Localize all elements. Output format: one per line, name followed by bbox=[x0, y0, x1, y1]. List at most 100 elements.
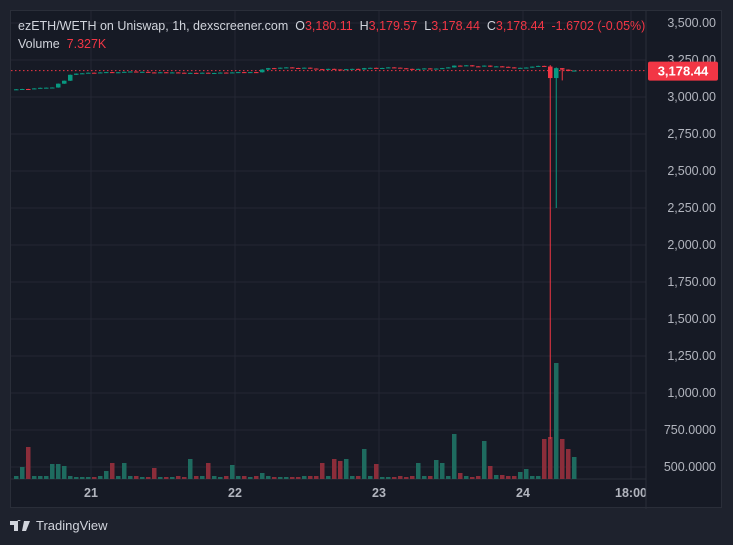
y-tick-label: 2,000.00 bbox=[667, 238, 716, 252]
volume-bar bbox=[314, 476, 319, 479]
candle-body bbox=[332, 68, 337, 70]
candle-body bbox=[422, 68, 427, 70]
volume-bar bbox=[494, 475, 499, 479]
x-tick-label: 22 bbox=[228, 486, 242, 500]
candle-body bbox=[380, 67, 385, 69]
candle-body bbox=[458, 65, 463, 67]
candle-body bbox=[236, 72, 241, 74]
volume-bar bbox=[230, 465, 235, 479]
volume-bar bbox=[338, 461, 343, 479]
volume-bar bbox=[566, 449, 571, 479]
x-tick-label: 21 bbox=[84, 486, 98, 500]
candle-body bbox=[566, 69, 571, 71]
candle-body bbox=[176, 72, 181, 74]
volume-bar bbox=[554, 363, 559, 479]
candle-body bbox=[128, 71, 133, 73]
volume-bar bbox=[176, 476, 181, 479]
volume-bar bbox=[368, 476, 373, 479]
candle-body bbox=[446, 67, 451, 69]
volume-bar bbox=[290, 477, 295, 479]
candle-body bbox=[494, 66, 499, 68]
volume-bar bbox=[476, 476, 481, 479]
volume-bar bbox=[56, 464, 61, 479]
candle-body bbox=[284, 67, 289, 69]
volume-bar bbox=[170, 477, 175, 479]
symbol-title: ezETH/WETH on Uniswap, 1h, dexscreener.c… bbox=[18, 19, 289, 33]
close-value: 3,178.44 bbox=[495, 19, 545, 33]
volume-bar bbox=[194, 476, 199, 479]
candle-body bbox=[434, 68, 439, 70]
candle-body bbox=[254, 72, 259, 74]
candle-body bbox=[32, 88, 37, 90]
volume-bar bbox=[116, 476, 121, 479]
volume-bar bbox=[134, 476, 139, 479]
volume-bar bbox=[380, 477, 385, 479]
tradingview-logo-icon bbox=[10, 519, 30, 531]
candle-body bbox=[140, 71, 145, 73]
volume-bar bbox=[536, 476, 541, 479]
y-tick-label: 1,500.00 bbox=[667, 312, 716, 326]
high-value: 3,179.57 bbox=[368, 19, 418, 33]
volume-bar bbox=[242, 476, 247, 479]
candle-body bbox=[212, 73, 217, 75]
volume-bar bbox=[362, 449, 367, 479]
candle-body bbox=[116, 72, 121, 74]
tradingview-logo[interactable]: TradingView bbox=[10, 518, 108, 533]
candle-body bbox=[86, 72, 91, 74]
candle-body bbox=[476, 66, 481, 68]
volume-bar bbox=[182, 477, 187, 479]
volume-bar bbox=[308, 476, 313, 479]
candle-body bbox=[44, 87, 49, 89]
candle-body bbox=[188, 72, 193, 74]
y-tick-label: 500.0000 bbox=[664, 460, 716, 474]
candle-body bbox=[500, 66, 505, 68]
candle-body bbox=[134, 71, 139, 73]
volume-bar bbox=[446, 476, 451, 479]
volume-bar bbox=[224, 476, 229, 479]
candle-body bbox=[164, 72, 169, 74]
candle-body bbox=[308, 67, 313, 69]
volume-value: 7.327K bbox=[66, 37, 107, 51]
candle-body bbox=[110, 72, 115, 74]
candle-body bbox=[14, 89, 19, 91]
volume-bar bbox=[302, 476, 307, 479]
candle-body bbox=[452, 65, 457, 68]
candlestick-chart[interactable]: 3,500.003,250.003,000.002,750.002,500.00… bbox=[11, 11, 723, 509]
volume-bar bbox=[284, 477, 289, 479]
candle-body bbox=[302, 67, 307, 69]
volume-bar bbox=[488, 466, 493, 479]
volume-bar bbox=[326, 476, 331, 479]
volume-legend: Volume 7.327K bbox=[18, 37, 106, 51]
volume-bar bbox=[254, 476, 259, 479]
candle-body bbox=[26, 89, 31, 91]
low-label: L bbox=[424, 19, 432, 33]
candle-body bbox=[524, 67, 529, 69]
volume-bar bbox=[572, 457, 577, 479]
volume-bar bbox=[110, 463, 115, 479]
candle-body bbox=[404, 68, 409, 70]
volume-bar bbox=[206, 463, 211, 479]
candle-body bbox=[554, 68, 559, 79]
tradingview-brand: TradingView bbox=[36, 518, 108, 533]
volume-bar bbox=[236, 476, 241, 479]
candle-body bbox=[230, 72, 235, 74]
candle-body bbox=[62, 80, 67, 84]
volume-bar bbox=[524, 469, 529, 479]
y-tick-label: 1,000.00 bbox=[667, 386, 716, 400]
volume-bar bbox=[542, 439, 547, 479]
candle-body bbox=[158, 72, 163, 74]
candle-body bbox=[314, 68, 319, 70]
volume-bar bbox=[452, 434, 457, 479]
volume-bar bbox=[356, 476, 361, 479]
volume-bar bbox=[428, 476, 433, 479]
volume-bar bbox=[260, 473, 265, 479]
candle-body bbox=[350, 68, 355, 70]
candle-body bbox=[38, 87, 43, 89]
volume-bar bbox=[464, 476, 469, 479]
volume-bar bbox=[416, 463, 421, 479]
volume-bar bbox=[332, 459, 337, 479]
volume-bar bbox=[200, 476, 205, 479]
volume-bar bbox=[44, 476, 49, 479]
x-tick-label: 23 bbox=[372, 486, 386, 500]
candle-body bbox=[440, 68, 445, 70]
